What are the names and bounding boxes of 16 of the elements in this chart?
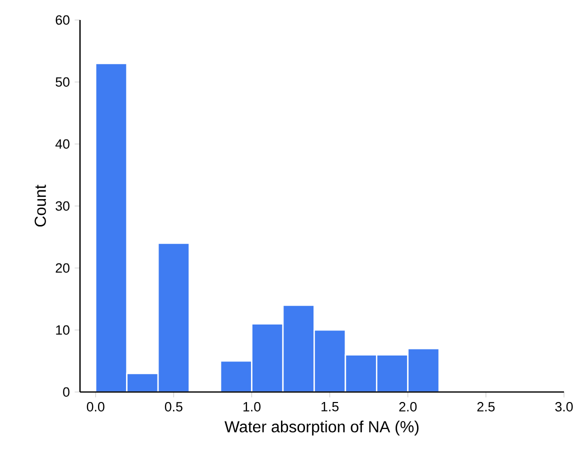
y-tick-label: 10: [56, 325, 70, 335]
x-tick-label: 0.0: [86, 402, 104, 412]
x-tick-label: 2.5: [477, 402, 495, 412]
x-tick-label: 1.5: [322, 402, 339, 412]
y-tick-label: 0: [63, 387, 70, 397]
x-tick-label: 3.0: [555, 402, 573, 412]
y-tick-label: 50: [56, 77, 70, 87]
x-tick-label: 1.0: [244, 402, 260, 412]
y-tick-label: 60: [56, 15, 70, 25]
x-axis-title: Water absorption of NA (%): [224, 420, 418, 436]
x-tick-label: 2.0: [399, 402, 417, 412]
y-tick-label: 30: [56, 201, 70, 211]
y-tick-label: 40: [55, 139, 70, 149]
y-axis-title: Count: [34, 184, 46, 227]
y-tick-label: 20: [56, 263, 70, 273]
x-tick-label: 0.5: [164, 402, 182, 412]
